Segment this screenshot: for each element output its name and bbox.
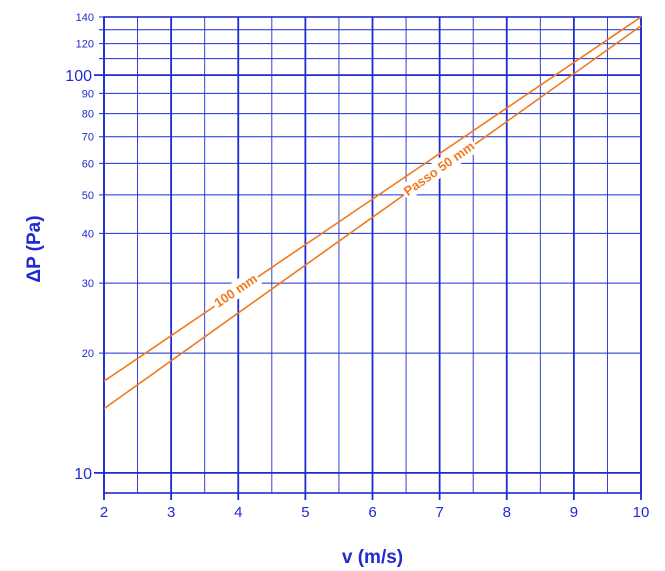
y-tick-label: 50 [82, 190, 94, 202]
line-label-text: 100 mm [211, 271, 259, 311]
x-tick-label: 6 [368, 504, 376, 521]
y-tick-label: 20 [82, 348, 94, 360]
y-tick-label: 140 [76, 12, 94, 24]
y-tick-label: 70 [82, 132, 94, 144]
grid [94, 16, 642, 500]
x-axis-title: v (m/s) [342, 547, 403, 568]
line-label-background [209, 268, 263, 313]
x-tick-label: 9 [570, 504, 578, 521]
line-label-background [398, 136, 480, 201]
series-line [103, 25, 642, 410]
y-tick-label: 90 [82, 88, 94, 100]
x-tick-label: 2 [100, 504, 108, 521]
y-tick-label-major: 10 [74, 466, 92, 483]
x-tick-label: 7 [435, 504, 443, 521]
y-tick-label-major: 100 [65, 68, 92, 85]
y-tick-label: 80 [82, 109, 94, 121]
x-tick-label: 4 [234, 504, 242, 521]
y-axis-title: ΔP (Pa) [24, 215, 45, 282]
y-tick-label: 30 [82, 278, 94, 290]
y-tick-label: 40 [82, 228, 94, 240]
x-tick-label: 3 [167, 504, 175, 521]
x-tick-label: 10 [633, 504, 650, 521]
y-tick-label: 60 [82, 158, 94, 170]
x-tick-labels: 2 3 4 5 6 7 8 9 10 [100, 504, 650, 521]
x-tick-label: 5 [301, 504, 309, 521]
series-line [103, 16, 642, 382]
line-annotation: 100 mm [209, 268, 263, 313]
y-tick-label: 120 [76, 39, 94, 51]
y-tick-labels: 20 30 40 50 60 70 80 90 120 140 10 100 [65, 12, 94, 483]
x-tick-label: 8 [503, 504, 511, 521]
series-lines [103, 16, 642, 410]
